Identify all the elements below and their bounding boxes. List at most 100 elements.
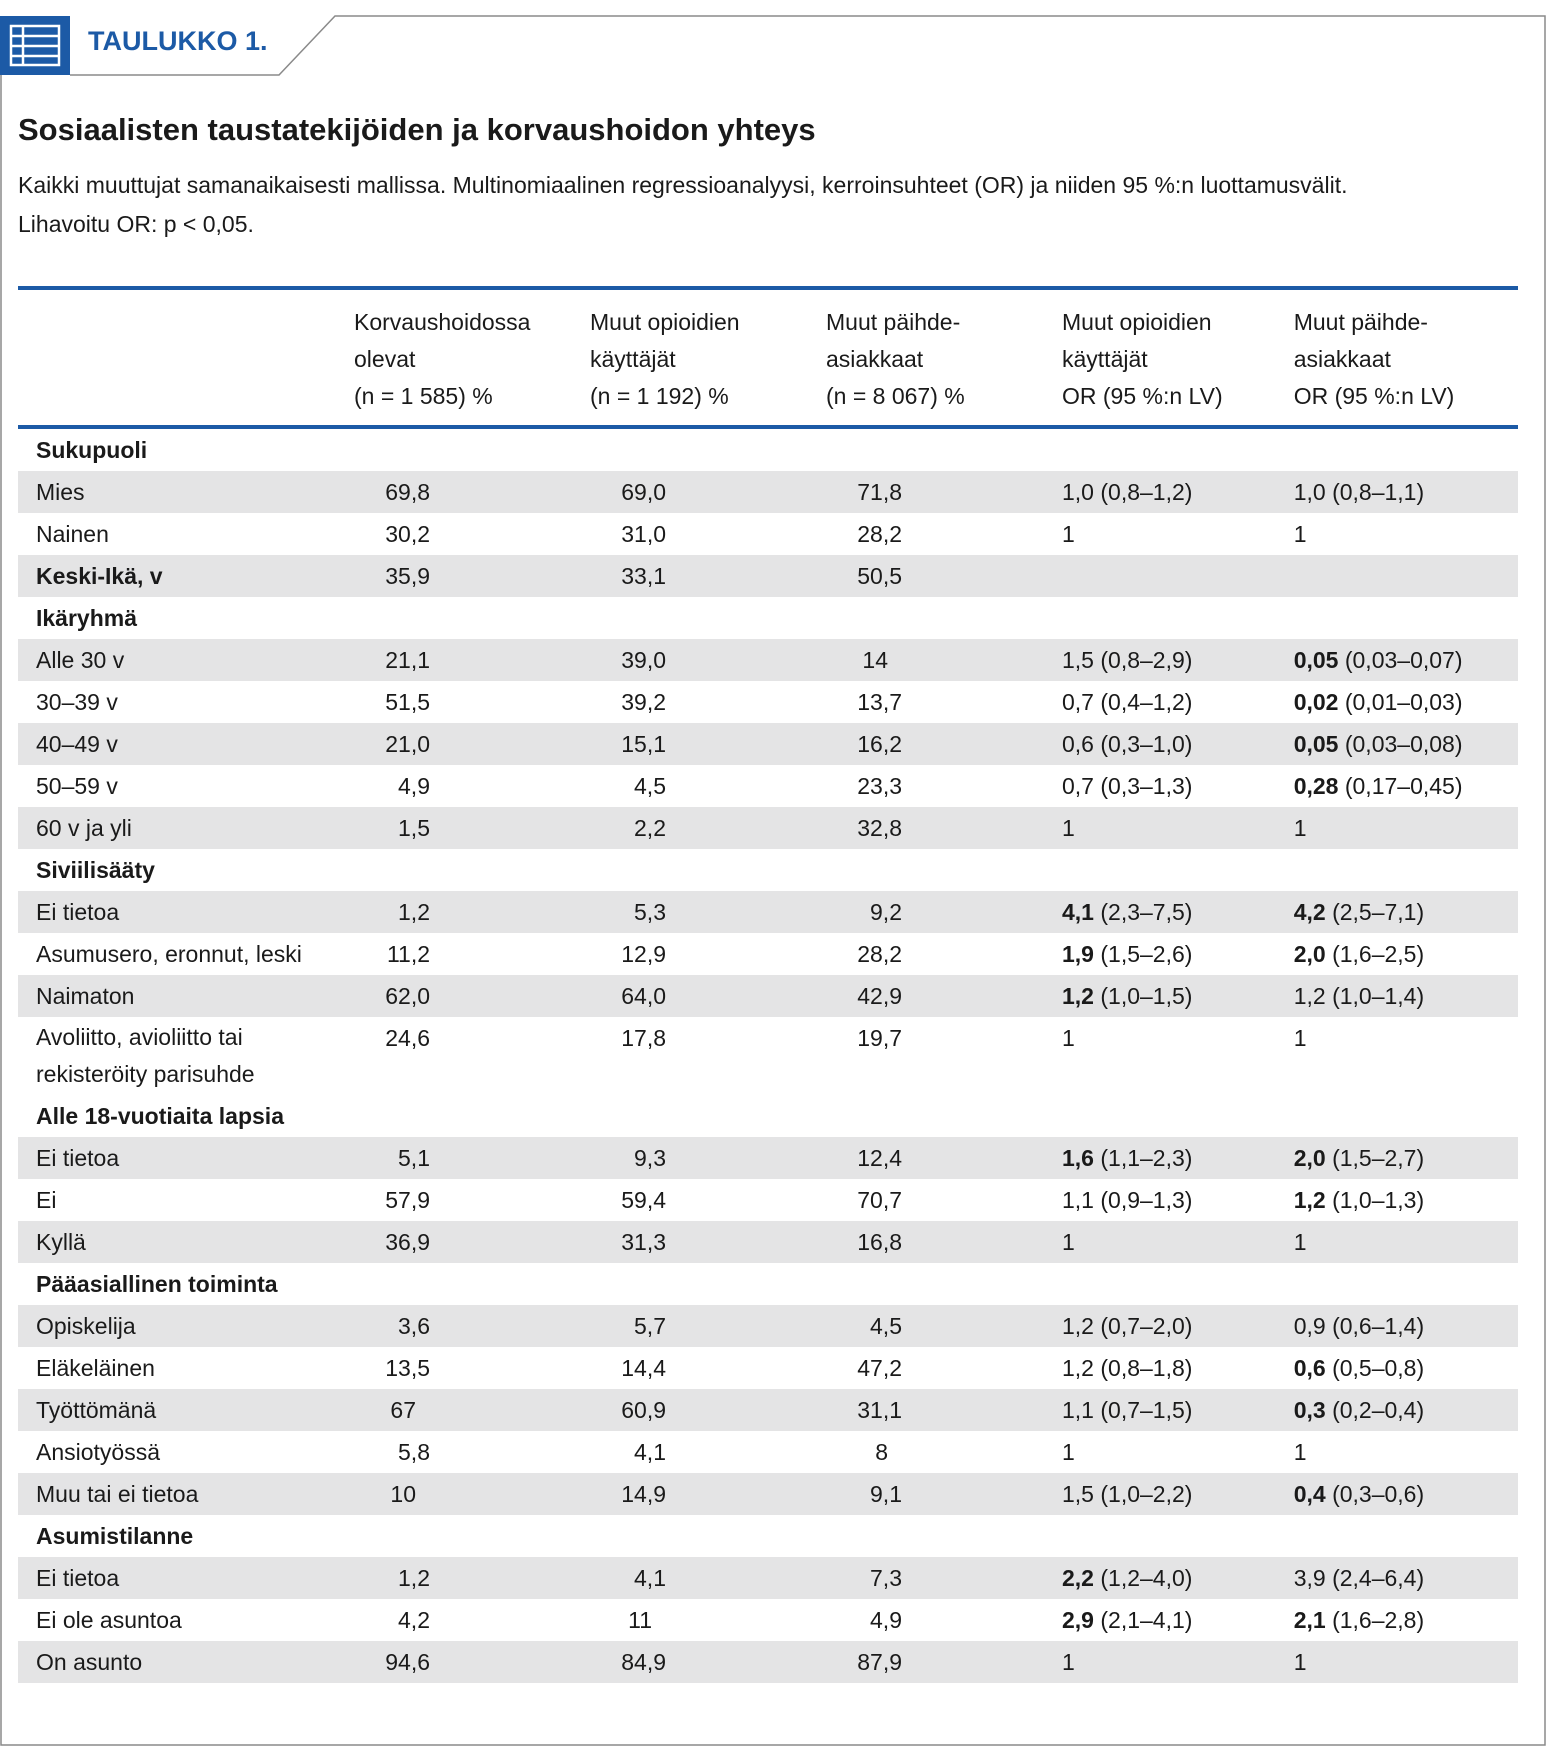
or-ci: (0,01–0,03) <box>1344 689 1463 715</box>
value: 5,8 <box>398 1439 430 1465</box>
column-header-line: Muut opioidien <box>1062 309 1212 335</box>
or-estimate: 0,4 <box>1293 1481 1326 1507</box>
value: 4,1 <box>634 1439 666 1465</box>
or-cell: 0,4 (0,3–0,6) <box>1275 1473 1518 1515</box>
value-cell: 4,1 <box>572 1431 808 1473</box>
value-cell: 12,4 <box>808 1137 1044 1179</box>
or-cell: 1 <box>1276 1017 1518 1095</box>
value: 24,6 <box>385 1025 430 1051</box>
section-title: Alle 18-vuotiaita lapsia <box>36 1103 284 1129</box>
or-estimate: 1,6 <box>1062 1145 1094 1171</box>
value: 30,2 <box>385 521 430 547</box>
column-header: Muut opioidien käyttäjät OR (95 %:n LV) <box>1044 288 1276 427</box>
or-cell: 1,2 (0,8–1,8) <box>1044 1347 1276 1389</box>
section-row: Ikäryhmä <box>18 597 1518 639</box>
section-fill <box>336 1095 1518 1137</box>
value: 69,8 <box>385 479 430 505</box>
value-cell: 7,3 <box>808 1557 1044 1599</box>
data-row: Ei ole asuntoa 4,2 11 4,9 2,9 (2,1–4,1) 2,1 (… <box>18 1599 1518 1641</box>
row-label: Ei <box>36 1187 57 1213</box>
value-cell: 14,4 <box>572 1347 808 1389</box>
or-cell: 1 <box>1044 513 1276 555</box>
or-estimate: 1,2 <box>1062 983 1094 1009</box>
or-ci: (0,8–2,9) <box>1100 647 1193 673</box>
value-cell: 47,2 <box>808 1347 1044 1389</box>
or-estimate: 0,7 <box>1062 689 1094 715</box>
value-cell: 15,1 <box>572 723 808 765</box>
section-row: Pääasiallinen toiminta <box>18 1263 1518 1305</box>
value-cell: 11 <box>572 1599 808 1641</box>
subtitle-line: Lihavoitu OR: p < 0,05. <box>18 211 254 237</box>
value-cell: 60,9 <box>572 1389 808 1431</box>
value: 35,9 <box>385 563 430 589</box>
or-estimate: 0,7 <box>1062 773 1094 799</box>
value: 32,8 <box>857 815 902 841</box>
data-row: 30–39 v 51,5 39,2 13,7 0,7 (0,4–1,2) 0,02 (0,… <box>18 681 1518 723</box>
value: 4,9 <box>398 773 430 799</box>
or-cell: 2,0 (1,5–2,7) <box>1275 1137 1518 1179</box>
data-row: Kyllä 36,9 31,3 16,8 1 1 <box>18 1221 1518 1263</box>
or-cell: 0,3 (0,2–0,4) <box>1275 1389 1518 1431</box>
value-cell: 4,5 <box>572 765 808 807</box>
section-title: Sukupuoli <box>36 437 148 463</box>
section-fill <box>336 849 1518 891</box>
column-header-line: käyttäjät <box>1062 346 1148 372</box>
section-fill <box>336 597 1518 639</box>
value: 1,2 <box>398 1565 430 1591</box>
value: 19,7 <box>857 1025 902 1051</box>
or-cell: 0,6 (0,5–0,8) <box>1276 1347 1518 1389</box>
or-estimate: 1 <box>1293 1025 1307 1051</box>
value: 14,9 <box>621 1481 666 1507</box>
or-cell: 1 <box>1044 1017 1276 1095</box>
or-cell: 1 <box>1276 1431 1518 1473</box>
row-label: Naimaton <box>18 975 336 1017</box>
or-ci: (0,3–0,6) <box>1332 1481 1425 1507</box>
row-label: Eläkeläinen <box>36 1355 155 1381</box>
value: 47,2 <box>857 1355 902 1381</box>
or-cell: 1,6 (1,1–2,3) <box>1044 1137 1276 1179</box>
column-header-line: Muut päihde- <box>826 309 961 335</box>
or-estimate: 1,1 <box>1062 1397 1094 1423</box>
value: 57,9 <box>385 1187 430 1213</box>
or-cell: 1,2 (0,7–2,0) <box>1044 1305 1276 1347</box>
or-estimate: 0,9 <box>1293 1313 1326 1339</box>
or-cell: 1 <box>1044 1641 1276 1683</box>
or-estimate: 0,6 <box>1293 1355 1326 1381</box>
value-cell: 14,9 <box>572 1473 808 1515</box>
value-cell: 10 <box>336 1473 572 1515</box>
or-ci: (1,5–2,7) <box>1332 1145 1425 1171</box>
row-label: 60 v ja yli <box>18 807 336 849</box>
value-cell: 4,5 <box>808 1305 1044 1347</box>
value: 17,8 <box>621 1025 666 1051</box>
or-cell: 1 <box>1275 1641 1518 1683</box>
value: 51,5 <box>385 689 430 715</box>
data-row: Työttömänä 67 60,9 31,1 1,1 (0,7–1,5) 0,3 (0,… <box>18 1389 1518 1431</box>
value: 3,6 <box>398 1313 430 1339</box>
section-row: Asumistilanne <box>18 1515 1518 1557</box>
section-fill <box>336 1515 1518 1557</box>
column-header-line: Korvaushoidossa <box>354 309 531 335</box>
or-ci: (0,9–1,3) <box>1100 1187 1193 1213</box>
value-cell: 19,7 <box>808 1017 1044 1095</box>
value: 62,0 <box>385 983 430 1009</box>
or-cell: 1 <box>1275 807 1518 849</box>
header-row: Korvaushoidossa olevat (n = 1 585) % Muut o… <box>18 288 1518 427</box>
column-header-line: olevat <box>354 346 416 372</box>
section-row: Keski-Ikä, v 35,9 33,1 50,5 <box>18 555 1518 597</box>
tab-label: TAULUKKO 1. <box>88 26 268 56</box>
data-row: Ei 57,9 59,4 70,7 1,1 (0,9–1,3) 1,2 (1,0–1,3) <box>18 1179 1518 1221</box>
value-cell: 23,3 <box>808 765 1044 807</box>
section-title: Ikäryhmä <box>36 605 138 631</box>
or-ci: (1,0–1,3) <box>1332 1187 1425 1213</box>
column-header: Muut opioidien käyttäjät (n = 1 192) % <box>572 288 808 427</box>
column-header-line: asiakkaat <box>1293 346 1391 372</box>
value-cell: 67 <box>336 1389 572 1431</box>
data-row: Ei tietoa 1,2 4,1 7,3 2,2 (1,2–4,0) 3,9 (2,4–… <box>18 1557 1518 1599</box>
value: 60,9 <box>621 1397 666 1423</box>
value: 16,2 <box>857 731 902 757</box>
or-ci: (0,17–0,45) <box>1344 773 1463 799</box>
or-cell: 1,2 (1,0–1,5) <box>1044 975 1276 1017</box>
or-estimate: 1,9 <box>1062 941 1094 967</box>
or-cell: 2,9 (2,1–4,1) <box>1044 1599 1276 1641</box>
value: 70,7 <box>857 1187 902 1213</box>
